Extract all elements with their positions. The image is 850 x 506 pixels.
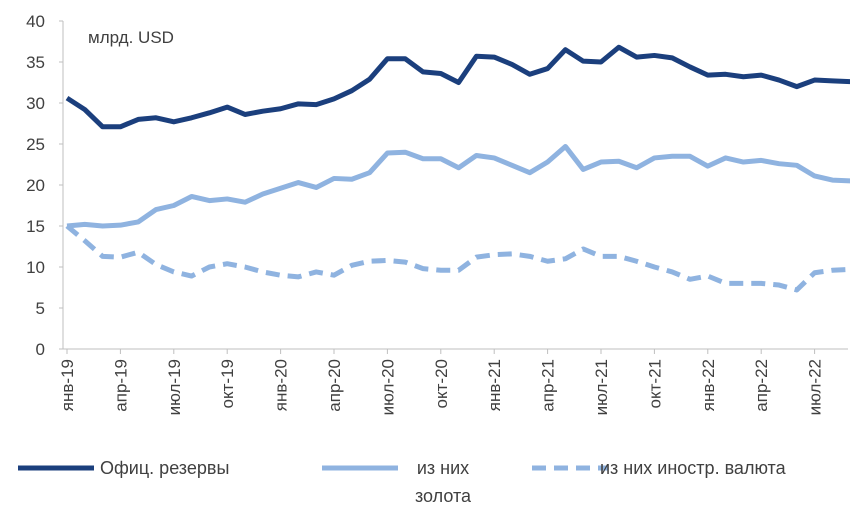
y-tick-label: 0 — [36, 340, 45, 359]
series-line — [65, 44, 850, 130]
legend-label: из них иностр. валюта — [600, 458, 786, 478]
series-line — [66, 143, 850, 229]
y-tick-label: 20 — [26, 176, 45, 195]
x-tick-label: июл-21 — [592, 359, 611, 415]
x-tick-label: янв-19 — [58, 359, 77, 411]
y-tick-label: 25 — [26, 135, 45, 154]
x-tick-label: окт-21 — [645, 359, 664, 408]
x-tick-label: апр-19 — [111, 359, 130, 412]
y-tick-label: 40 — [26, 12, 45, 31]
x-tick-label: янв-21 — [485, 359, 504, 411]
y-tick-label: 30 — [26, 94, 45, 113]
y-tick-label: 5 — [36, 299, 45, 318]
x-tick-label: июл-19 — [165, 359, 184, 415]
x-tick-label: окт-19 — [218, 359, 237, 408]
x-tick-label: июл-22 — [806, 359, 825, 415]
x-tick-label: окт-20 — [432, 359, 451, 408]
x-tick-label: июл-20 — [378, 359, 397, 415]
x-tick-label: апр-22 — [752, 359, 771, 412]
series-line — [65, 224, 850, 293]
y-tick-label: 35 — [26, 53, 45, 72]
legend-label: из них золота — [414, 458, 472, 506]
x-tick-label: янв-20 — [272, 359, 291, 411]
x-tick-label: янв-22 — [699, 359, 718, 411]
x-tick-label: апр-20 — [325, 359, 344, 412]
x-tick-label: апр-21 — [539, 359, 558, 412]
annotation: млрд. USD — [88, 28, 174, 47]
y-tick-label: 10 — [26, 258, 45, 277]
legend-label: Офиц. резервы — [100, 458, 230, 478]
y-tick-label: 15 — [26, 217, 45, 236]
